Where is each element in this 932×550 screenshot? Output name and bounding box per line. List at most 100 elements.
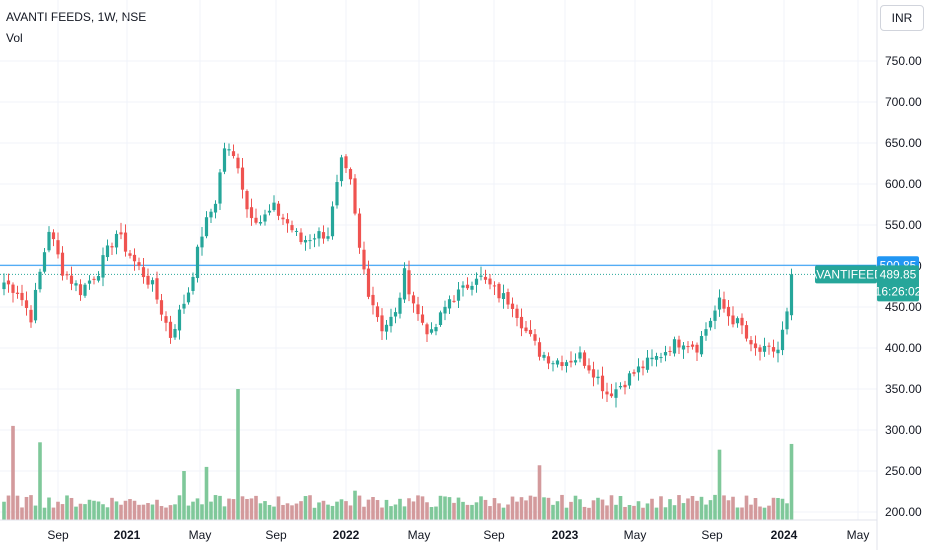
- price-lines: [0, 264, 877, 275]
- candle-body: [744, 325, 749, 339]
- volume-bar: [317, 502, 321, 520]
- volume-bar: [263, 501, 267, 520]
- candle-body: [546, 356, 551, 364]
- volume-bar: [785, 503, 789, 520]
- volume-bar: [474, 502, 479, 520]
- volume-bar: [704, 504, 708, 520]
- candle-body: [348, 169, 353, 180]
- volume-bar: [51, 507, 56, 520]
- candle-body: [308, 240, 312, 242]
- volume-bar: [101, 504, 105, 520]
- volume-bar: [6, 495, 11, 520]
- volume-bar: [762, 507, 767, 520]
- volume-bar: [672, 505, 677, 520]
- volume-bar: [132, 500, 137, 520]
- candle-body: [564, 362, 569, 366]
- candle-body: [623, 384, 627, 388]
- candle-body: [155, 278, 159, 300]
- volume-bar: [357, 495, 362, 520]
- candle-body: [281, 217, 285, 220]
- volume-bar: [465, 504, 470, 520]
- volume-bar: [204, 466, 209, 520]
- volume-bar: [123, 500, 128, 520]
- candle-body: [515, 308, 519, 318]
- volume-bar: [362, 506, 366, 520]
- candle-body: [465, 284, 470, 289]
- time-tick-label: May: [189, 528, 212, 542]
- candle-body: [722, 299, 726, 309]
- candle-body: [641, 366, 645, 369]
- candle-body: [425, 324, 429, 335]
- candles: [2, 142, 794, 408]
- volume-bar: [789, 443, 794, 520]
- volume-bar: [758, 506, 762, 520]
- candle-body: [146, 275, 150, 285]
- volume-bar: [708, 500, 713, 520]
- volume-bar: [389, 506, 393, 520]
- volume-bar: [168, 505, 173, 520]
- candle-body: [690, 344, 695, 347]
- volume-bar: [38, 442, 42, 520]
- candle-body: [78, 284, 83, 296]
- volume-bar: [447, 497, 452, 520]
- volume-bar: [321, 500, 326, 520]
- candle-body: [123, 232, 128, 252]
- time-tick-label: Sep: [701, 528, 723, 542]
- volume-bar: [596, 497, 600, 520]
- price-tick-label: 350.00: [885, 382, 922, 396]
- volume-bar: [227, 498, 231, 520]
- volume-bar: [632, 505, 636, 520]
- volume-bar: [519, 497, 524, 520]
- volume-bar: [299, 501, 303, 520]
- volume-bar: [411, 501, 416, 520]
- volume-bar: [258, 503, 263, 520]
- candle-body: [195, 246, 200, 279]
- volume-bar: [717, 449, 722, 520]
- candle-body: [105, 245, 110, 258]
- time-axis[interactable]: Sep 2021 May Sep 2022 May Sep 2023 May Sep 2024 May: [47, 528, 869, 542]
- volume-bar: [330, 505, 335, 520]
- candle-body: [452, 300, 456, 302]
- price-axis[interactable]: 750.00700.00650.00600.00550.00500.00450.…: [885, 54, 922, 519]
- volume-bar: [344, 501, 348, 520]
- volume-bar: [582, 506, 587, 520]
- volume-bar: [713, 494, 717, 520]
- candle-body: [677, 339, 681, 348]
- candle-body: [101, 255, 105, 278]
- candle-body: [33, 289, 38, 321]
- candle-body: [789, 274, 794, 316]
- candle-body: [600, 375, 605, 392]
- candle-body: [258, 222, 263, 224]
- candle-body: [776, 349, 780, 354]
- volume-bar: [375, 500, 380, 520]
- volume-bar: [735, 507, 740, 520]
- candle-body: [249, 207, 254, 219]
- volume-bar: [56, 501, 60, 520]
- currency-button[interactable]: INR: [880, 5, 924, 31]
- candle-body: [636, 366, 641, 373]
- candle-body: [659, 357, 663, 359]
- candle-body: [303, 240, 308, 243]
- candle-body: [726, 306, 731, 317]
- volume-bar: [191, 501, 195, 520]
- candle-body: [735, 318, 740, 324]
- chart-grid: [0, 0, 877, 520]
- volume-bar: [524, 500, 528, 520]
- volume-bar: [137, 504, 141, 520]
- candle-body: [312, 238, 317, 240]
- volume-bar: [200, 504, 204, 520]
- volume-bar: [384, 499, 389, 520]
- volume-bar: [623, 506, 627, 520]
- candle-body: [749, 340, 753, 345]
- candle-body: [263, 214, 267, 222]
- candle-body: [614, 389, 618, 398]
- candle-body: [321, 232, 326, 239]
- volume-bar: [663, 507, 668, 520]
- volume-bar: [483, 499, 488, 520]
- candle-body: [96, 276, 101, 281]
- candle-body: [461, 285, 465, 288]
- candle-body: [186, 292, 191, 303]
- volume-bar: [294, 503, 299, 520]
- candle-body: [119, 232, 123, 235]
